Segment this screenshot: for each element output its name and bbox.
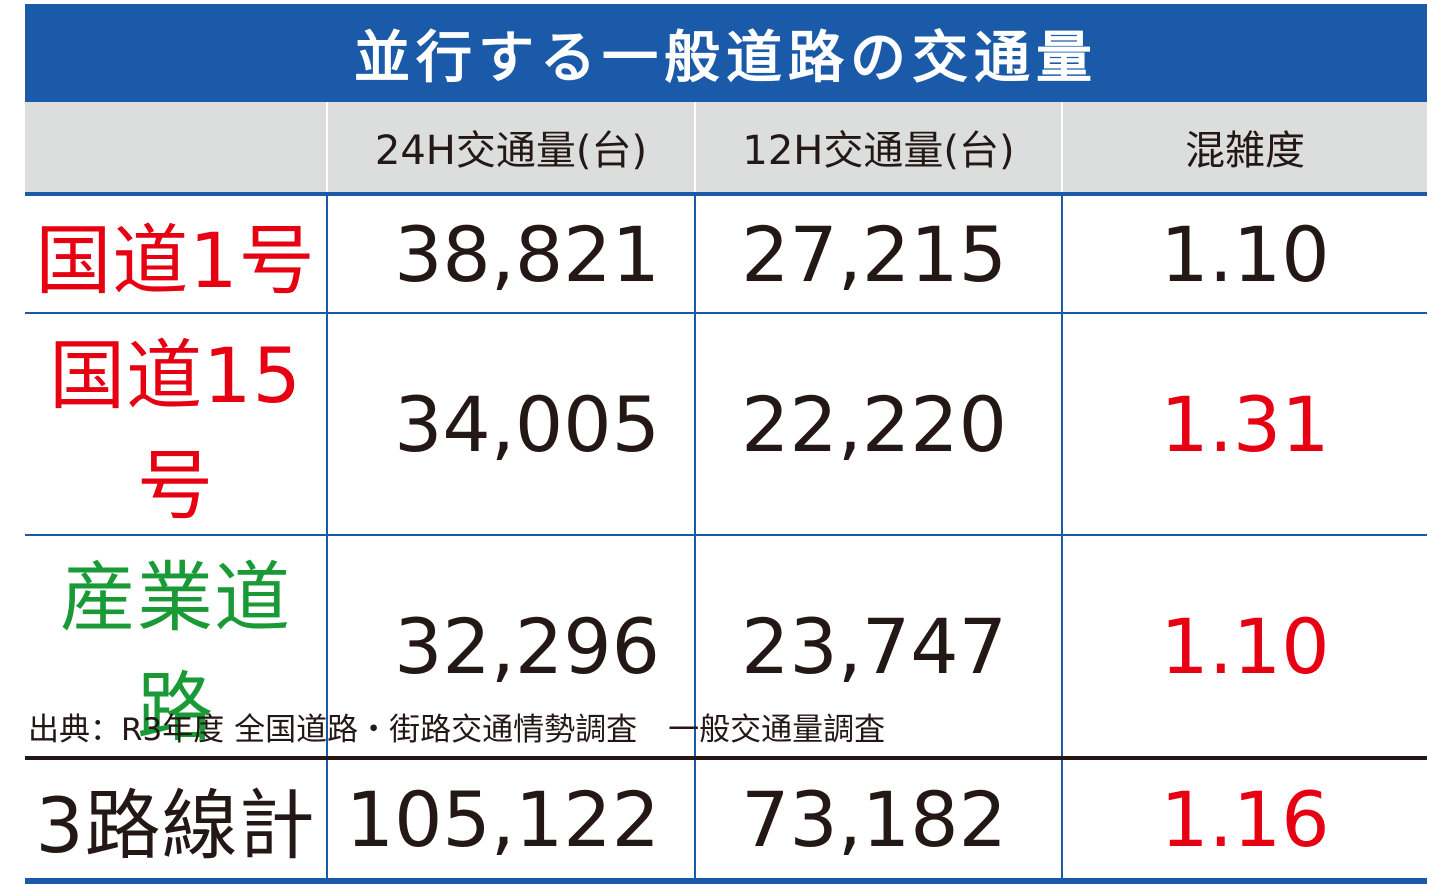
table-row: 国道15号 34,005 22,220 1.31 [25,312,1427,535]
table-title: 並行する一般道路の交通量 [25,4,1427,102]
total-traffic-24h-value: 105,122 [326,756,695,884]
congestion-value: 1.10 [1061,192,1427,313]
total-row: 3路線計 105,122 73,182 1.16 [25,756,1427,884]
row-label: 国道15号 [25,312,327,535]
table-row: 産業道路 32,296 23,747 1.10 [25,534,1427,758]
header-cell-empty [25,102,327,194]
header-cell-12h: 12H交通量(台) [694,102,1062,194]
congestion-value: 1.10 [1061,534,1427,758]
row-label: 国道1号 [25,192,327,313]
total-congestion-value: 1.16 [1061,756,1427,884]
traffic-12h-value: 22,220 [694,312,1062,535]
traffic-12h-value: 23,747 [694,534,1062,758]
congestion-value: 1.31 [1061,312,1427,535]
traffic-24h-value: 34,005 [326,312,695,535]
table-row: 国道1号 38,821 27,215 1.10 [25,192,1427,313]
traffic-24h-value: 38,821 [326,192,695,313]
header-cell-congestion: 混雑度 [1061,102,1427,194]
source-note: 出典：R3年度 全国道路・街路交通情勢調査 一般交通量調査 [28,712,886,748]
traffic-12h-value: 27,215 [694,192,1062,313]
total-traffic-12h-value: 73,182 [694,756,1062,884]
traffic-table: 24H交通量(台) 12H交通量(台) 混雑度 国道1号 38,821 27,2… [25,102,1427,884]
total-label: 3路線計 [25,756,327,884]
header-cell-24h: 24H交通量(台) [326,102,695,194]
traffic-table-container: 並行する一般道路の交通量 24H交通量(台) 12H交通量(台) 混雑度 国道1… [25,4,1427,884]
row-label: 産業道路 [25,534,327,758]
traffic-24h-value: 32,296 [326,534,695,758]
header-row: 24H交通量(台) 12H交通量(台) 混雑度 [25,102,1427,194]
